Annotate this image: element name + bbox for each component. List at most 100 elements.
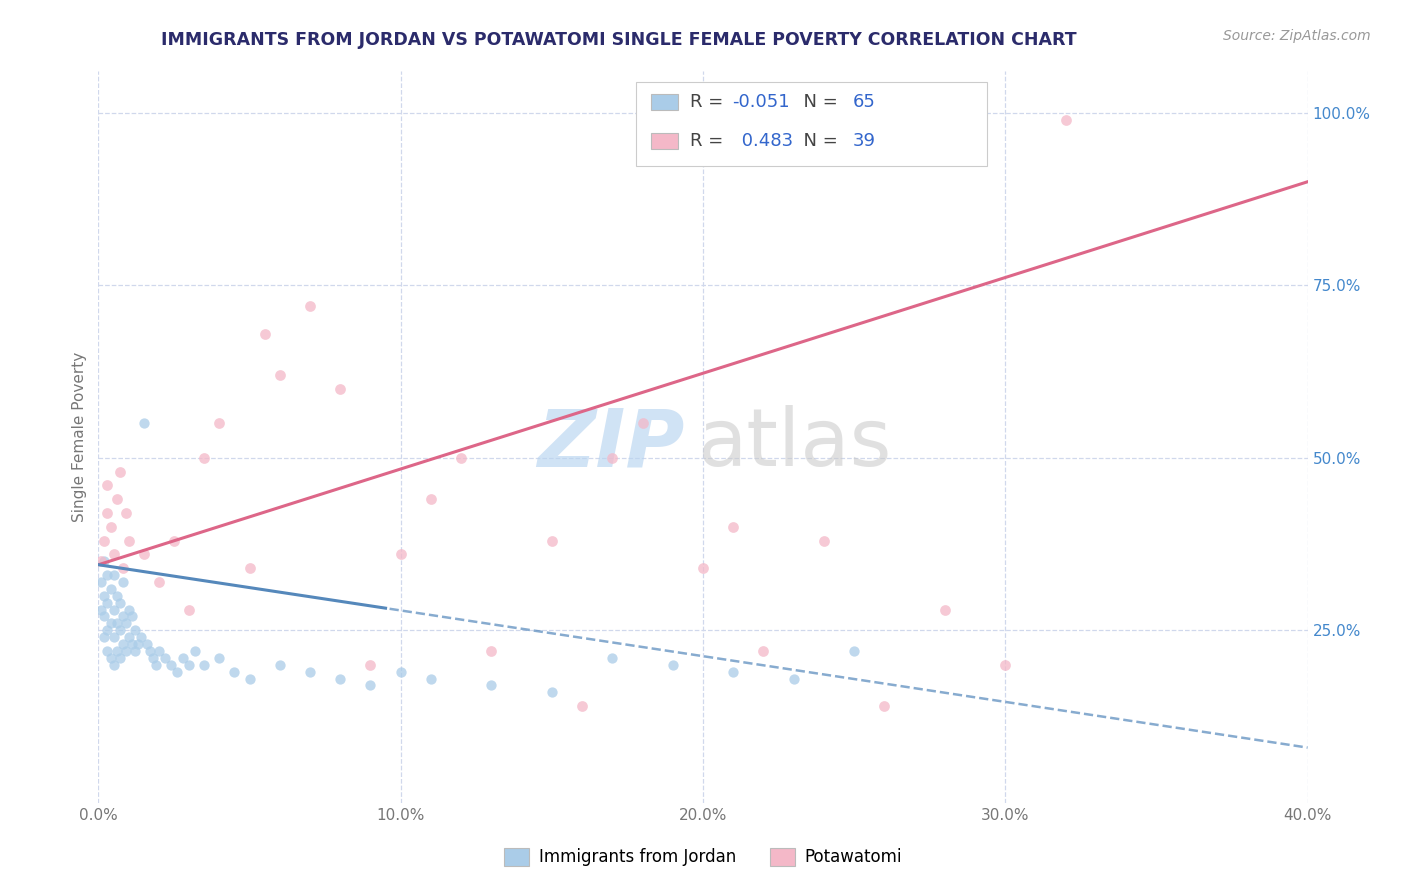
Point xyxy=(994,657,1017,672)
Point xyxy=(103,657,125,672)
Point xyxy=(93,533,115,548)
Point xyxy=(93,589,115,603)
Point xyxy=(142,651,165,665)
Point xyxy=(450,450,472,465)
Point xyxy=(96,568,118,582)
Point xyxy=(135,637,157,651)
Y-axis label: Single Female Poverty: Single Female Poverty xyxy=(72,352,87,522)
Point xyxy=(179,657,201,672)
Point xyxy=(163,533,186,548)
Point xyxy=(783,672,806,686)
Text: 0.483: 0.483 xyxy=(735,132,793,150)
Point xyxy=(269,368,291,382)
Text: atlas: atlas xyxy=(697,405,891,483)
Point xyxy=(93,630,115,644)
Point xyxy=(166,665,188,679)
Point xyxy=(723,520,745,534)
Point xyxy=(118,533,141,548)
Point xyxy=(103,630,125,644)
Point xyxy=(844,644,866,658)
Point xyxy=(105,644,128,658)
Point xyxy=(121,609,143,624)
Point xyxy=(661,657,683,672)
Point xyxy=(389,665,412,679)
Point xyxy=(329,382,352,396)
Text: -0.051: -0.051 xyxy=(733,93,790,112)
Point xyxy=(269,657,291,672)
Point xyxy=(193,657,215,672)
Point xyxy=(132,417,155,431)
Point xyxy=(105,589,128,603)
Point xyxy=(111,574,134,589)
Point xyxy=(96,506,118,520)
Point xyxy=(90,602,112,616)
Point xyxy=(329,672,352,686)
Point xyxy=(184,644,207,658)
Point xyxy=(481,644,503,658)
Point xyxy=(118,630,141,644)
Point xyxy=(124,644,146,658)
Point xyxy=(108,624,131,638)
Point xyxy=(100,616,122,631)
Point xyxy=(179,602,201,616)
FancyBboxPatch shape xyxy=(637,82,987,167)
Text: Source: ZipAtlas.com: Source: ZipAtlas.com xyxy=(1223,29,1371,44)
Legend: Immigrants from Jordan, Potawatomi: Immigrants from Jordan, Potawatomi xyxy=(498,841,908,873)
Point xyxy=(148,574,170,589)
Text: R =: R = xyxy=(690,132,728,150)
Text: 39: 39 xyxy=(853,132,876,150)
Point xyxy=(96,644,118,658)
Point xyxy=(193,450,215,465)
Point xyxy=(208,651,231,665)
Point xyxy=(602,450,624,465)
Point xyxy=(631,417,654,431)
Text: IMMIGRANTS FROM JORDAN VS POTAWATOMI SINGLE FEMALE POVERTY CORRELATION CHART: IMMIGRANTS FROM JORDAN VS POTAWATOMI SIN… xyxy=(160,31,1077,49)
Point xyxy=(148,644,170,658)
Point xyxy=(208,417,231,431)
Point xyxy=(540,685,562,699)
Text: 65: 65 xyxy=(853,93,876,112)
Point xyxy=(132,548,155,562)
Point xyxy=(90,574,112,589)
Point xyxy=(111,561,134,575)
Point xyxy=(93,609,115,624)
Text: ZIP: ZIP xyxy=(537,405,685,483)
Point xyxy=(105,616,128,631)
Point xyxy=(239,561,262,575)
Text: N =: N = xyxy=(793,132,844,150)
FancyBboxPatch shape xyxy=(651,133,678,149)
Point xyxy=(93,554,115,568)
Point xyxy=(118,602,141,616)
Point xyxy=(160,657,183,672)
Point xyxy=(1054,112,1077,127)
Point xyxy=(100,582,122,596)
Point xyxy=(121,637,143,651)
Point xyxy=(540,533,562,548)
Point xyxy=(100,520,122,534)
Point xyxy=(481,678,503,692)
Point xyxy=(299,299,322,313)
Point xyxy=(114,644,136,658)
Point xyxy=(114,506,136,520)
Point xyxy=(96,478,118,492)
Point xyxy=(124,624,146,638)
Point xyxy=(105,492,128,507)
Point xyxy=(389,548,412,562)
Point xyxy=(692,561,714,575)
Point xyxy=(100,651,122,665)
Point xyxy=(172,651,194,665)
FancyBboxPatch shape xyxy=(651,94,678,110)
Point xyxy=(96,596,118,610)
Point xyxy=(139,644,162,658)
Point xyxy=(934,602,956,616)
Point xyxy=(360,657,382,672)
Point xyxy=(224,665,246,679)
Point xyxy=(360,678,382,692)
Point xyxy=(129,630,152,644)
Point xyxy=(108,651,131,665)
Point xyxy=(420,492,443,507)
Text: N =: N = xyxy=(793,93,844,112)
Point xyxy=(108,596,131,610)
Point xyxy=(145,657,167,672)
Point xyxy=(420,672,443,686)
